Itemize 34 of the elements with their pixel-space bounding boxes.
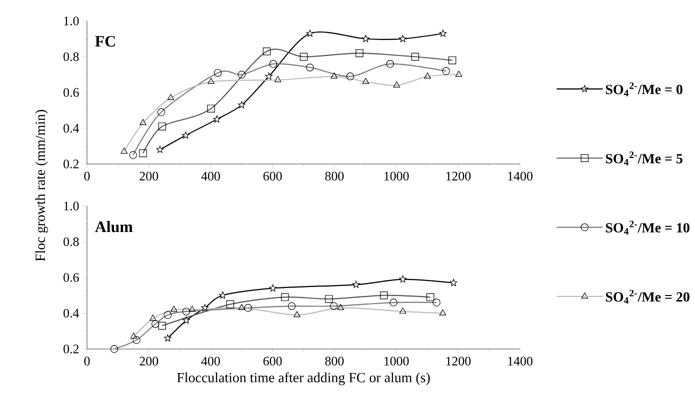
x-tick-label: 200 [140,172,158,181]
y-tick-label: 0.8 [64,52,79,62]
x-tick-label: 600 [263,172,282,181]
x-tick-label: 400 [201,356,220,366]
x-tick-label: 200 [140,356,158,366]
legend-label: SO$_{4}$$^{2-}$/Me = 5 [606,152,682,166]
legend-label: SO$_{4}$$^{2-}$/Me = 0 [606,82,682,96]
x-tick-label: 1400 [508,356,532,366]
y-tick-label: 0.2 [64,344,79,354]
y-tick-label: 0.6 [64,273,79,282]
y-tick-label: 1.0 [64,16,79,26]
x-tick-label: 800 [325,356,344,366]
text: FC [95,36,115,47]
x-tick-label: 600 [263,356,282,366]
x-tick-label: 1200 [446,172,471,181]
x-tick-label: 1400 [508,172,532,181]
x-tick-label: 1200 [446,356,471,366]
text: Alum [95,220,133,232]
x-tick-label: 1000 [384,172,409,181]
legend-label: SO$_{4}$$^{2-}$/Me = 20 [606,290,690,304]
x-tick-label: 400 [201,172,220,181]
x-tick-label: 800 [325,172,344,181]
x-axis-title: Flocculation time after adding FC or alum (s) [177,372,430,386]
y-tick-label: 0.4 [64,308,80,318]
legend-label: SO$_{4}$$^{2-}$/Me = 10 [606,220,690,235]
x-tick-label: 0 [84,172,90,181]
y-tick-label: 0.8 [64,237,79,246]
y-tick-label: 0.4 [64,124,80,133]
y-tick-label: 1.0 [64,202,79,210]
y-tick-label: 0.2 [64,160,79,168]
y-axis-title: Floc growth rate (mm/min) [35,110,48,262]
y-tick-label: 0.6 [64,88,79,97]
x-tick-label: 1000 [384,356,409,366]
x-tick-label: 0 [84,356,90,366]
